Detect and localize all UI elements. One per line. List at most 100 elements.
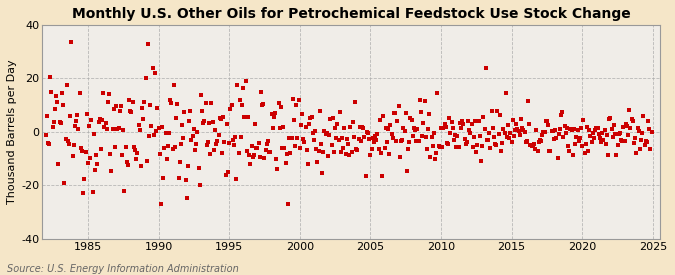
Point — [517, 126, 528, 131]
Point — [263, 139, 273, 144]
Point — [592, 126, 603, 131]
Point — [185, 109, 196, 113]
Point — [377, 174, 387, 179]
Point — [310, 129, 321, 133]
Point — [532, 149, 543, 154]
Point — [441, 141, 452, 145]
Point — [499, 131, 510, 136]
Point — [201, 143, 212, 147]
Point — [198, 121, 209, 126]
Point — [248, 153, 259, 157]
Point — [558, 135, 569, 139]
Point — [63, 139, 74, 143]
Point — [396, 138, 406, 143]
Point — [126, 109, 137, 114]
Point — [103, 100, 113, 104]
Point — [106, 168, 117, 173]
Point — [421, 134, 431, 139]
Point — [79, 177, 90, 181]
Point — [595, 136, 605, 140]
Point — [453, 145, 464, 149]
Point — [464, 127, 475, 132]
Point — [624, 108, 634, 112]
Point — [476, 158, 487, 163]
Point — [97, 118, 107, 122]
Point — [138, 117, 148, 121]
Point — [487, 126, 498, 131]
Point — [43, 141, 53, 145]
Point — [543, 123, 554, 128]
Point — [274, 126, 285, 131]
Point — [231, 177, 242, 181]
Point — [541, 119, 551, 123]
Point — [348, 119, 358, 124]
Point — [191, 142, 202, 146]
Point — [44, 142, 55, 146]
Point — [210, 128, 221, 132]
Point — [346, 150, 357, 154]
Point — [58, 103, 69, 108]
Point — [519, 130, 530, 135]
Point — [468, 135, 479, 139]
Point — [431, 151, 441, 156]
Point — [84, 124, 95, 128]
Point — [572, 128, 583, 132]
Point — [51, 94, 61, 98]
Point — [173, 176, 184, 180]
Point — [486, 109, 497, 114]
Point — [646, 130, 657, 134]
Point — [109, 107, 119, 111]
Point — [562, 126, 572, 130]
Point — [565, 126, 576, 131]
Point — [413, 139, 424, 143]
Point — [619, 139, 630, 143]
Point — [544, 149, 555, 153]
Point — [146, 124, 157, 128]
Point — [389, 111, 400, 115]
Point — [182, 196, 192, 200]
Point — [394, 104, 404, 109]
Point — [90, 168, 101, 173]
Point — [296, 123, 306, 127]
Point — [174, 160, 185, 164]
Point — [340, 152, 351, 156]
Point — [300, 125, 311, 129]
Point — [626, 116, 637, 121]
Title: Monthly U.S. Other Oils for Petrochemical Feedstock Use Stock Change: Monthly U.S. Other Oils for Petrochemica… — [72, 7, 630, 21]
Point — [531, 128, 542, 132]
Point — [164, 131, 175, 135]
Point — [167, 147, 178, 151]
Point — [315, 109, 325, 114]
Point — [337, 135, 348, 140]
Point — [633, 129, 644, 134]
Point — [66, 40, 77, 45]
Point — [352, 148, 363, 152]
Point — [477, 143, 487, 148]
Point — [397, 138, 408, 142]
Point — [186, 138, 197, 142]
Point — [404, 140, 414, 144]
Point — [406, 117, 417, 122]
Point — [493, 131, 504, 136]
Point — [221, 122, 232, 127]
Point — [484, 131, 495, 136]
Point — [237, 103, 248, 107]
Point — [291, 103, 302, 107]
Point — [457, 119, 468, 123]
Point — [117, 153, 128, 157]
Point — [63, 141, 74, 146]
Point — [134, 128, 145, 133]
Point — [252, 146, 263, 150]
Point — [133, 123, 144, 128]
Point — [55, 121, 66, 125]
Point — [601, 133, 612, 138]
Point — [364, 137, 375, 141]
Point — [159, 146, 170, 151]
Point — [541, 119, 552, 123]
Point — [148, 133, 159, 138]
Point — [315, 142, 326, 146]
Point — [100, 120, 111, 125]
Point — [419, 99, 430, 103]
Point — [85, 155, 96, 160]
Point — [439, 121, 450, 126]
